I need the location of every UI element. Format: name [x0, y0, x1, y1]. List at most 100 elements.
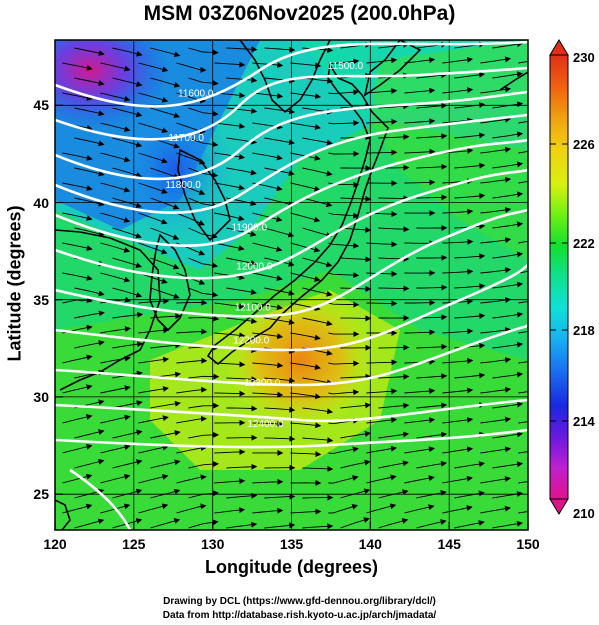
streamline	[74, 107, 105, 117]
streamline	[518, 240, 528, 244]
streamline	[214, 390, 246, 397]
contour-label: 11500.0	[328, 61, 364, 72]
streamline	[138, 444, 169, 454]
streamline	[480, 267, 512, 274]
colorbar-max-arrow	[549, 39, 569, 56]
streamline	[378, 344, 410, 351]
streamline	[454, 132, 486, 139]
streamline	[480, 237, 512, 244]
streamline	[138, 182, 168, 194]
streamline	[150, 518, 181, 529]
streamline	[176, 152, 206, 165]
streamline	[454, 313, 486, 319]
streamline	[112, 257, 143, 269]
streamline	[492, 281, 524, 289]
streamline	[366, 474, 397, 484]
streamline	[100, 414, 131, 424]
streamline	[74, 429, 105, 439]
y-axis-label: Latitude (degrees)	[4, 205, 25, 362]
streamline	[264, 435, 296, 442]
streamline	[62, 384, 93, 394]
streamline	[518, 421, 528, 424]
streamline	[404, 446, 435, 454]
streamline	[290, 182, 321, 192]
streamline	[188, 315, 220, 322]
streamline	[366, 270, 398, 277]
streamline	[252, 362, 284, 369]
streamline	[264, 137, 295, 146]
x-tick-label: 135	[280, 536, 304, 552]
streamline	[74, 287, 105, 297]
streamline	[176, 299, 208, 306]
streamline	[416, 519, 447, 529]
colorbar-tick-label: 230	[573, 50, 595, 65]
streamline	[226, 257, 257, 266]
streamline	[454, 253, 486, 260]
x-tick-labels: 120 125 130 135 140 145 150	[43, 536, 540, 552]
streamline	[404, 504, 435, 514]
streamline	[378, 460, 409, 469]
map-title: MSM 03Z06Nov2025 (200.0hPa)	[143, 2, 456, 25]
streamline	[62, 354, 93, 364]
streamline	[378, 226, 410, 233]
streamline	[138, 415, 169, 424]
streamline	[416, 194, 448, 201]
streamline	[252, 212, 283, 222]
streamline	[100, 242, 131, 253]
streamline	[480, 357, 512, 364]
streamline	[404, 179, 436, 186]
streamline	[302, 137, 333, 146]
streamline	[74, 197, 105, 207]
streamline	[302, 77, 334, 84]
streamline	[518, 270, 528, 274]
streamline	[226, 227, 257, 237]
streamline	[188, 287, 219, 298]
streamline	[176, 415, 207, 424]
streamline	[518, 180, 528, 184]
streamline	[290, 422, 322, 429]
colorbar-tick-label: 210	[573, 506, 595, 521]
streamline	[100, 62, 131, 72]
axis-ticks	[54, 104, 529, 530]
colorbar-tick-label: 222	[573, 236, 595, 251]
streamline	[328, 360, 360, 367]
streamline	[416, 460, 447, 469]
streamline	[328, 212, 360, 219]
streamline	[138, 503, 169, 514]
streamline	[290, 122, 321, 130]
contour-label: 12400.0	[247, 419, 284, 430]
streamline	[264, 317, 295, 325]
streamline	[442, 475, 473, 484]
streamline	[302, 257, 333, 268]
streamline	[188, 431, 220, 439]
streamline	[492, 191, 524, 199]
streamline	[226, 492, 258, 499]
streamline	[328, 272, 360, 279]
streamline	[302, 465, 334, 472]
streamline	[480, 207, 512, 214]
contour-label: 11800.0	[165, 180, 201, 191]
streamline	[492, 131, 524, 139]
streamline	[492, 221, 524, 229]
streamline	[480, 116, 512, 124]
contour-labels: 11500.0 11600.0 11700.0 11800.0 11900.0 12000…	[165, 61, 363, 430]
streamline	[378, 103, 410, 110]
streamline	[366, 241, 398, 248]
streamline	[416, 284, 448, 291]
streamline	[492, 311, 524, 319]
streamline	[138, 212, 168, 225]
streamline	[62, 182, 93, 191]
streamline	[442, 505, 473, 514]
x-tick-label: 145	[438, 536, 462, 552]
streamline	[150, 400, 181, 409]
streamline	[290, 508, 322, 515]
streamline	[138, 152, 168, 164]
streamline	[404, 87, 436, 94]
streamline	[138, 385, 169, 394]
streamline	[442, 416, 474, 424]
streamline	[492, 491, 523, 499]
streamline	[404, 57, 436, 64]
streamline	[518, 330, 528, 334]
streamline	[214, 122, 246, 130]
